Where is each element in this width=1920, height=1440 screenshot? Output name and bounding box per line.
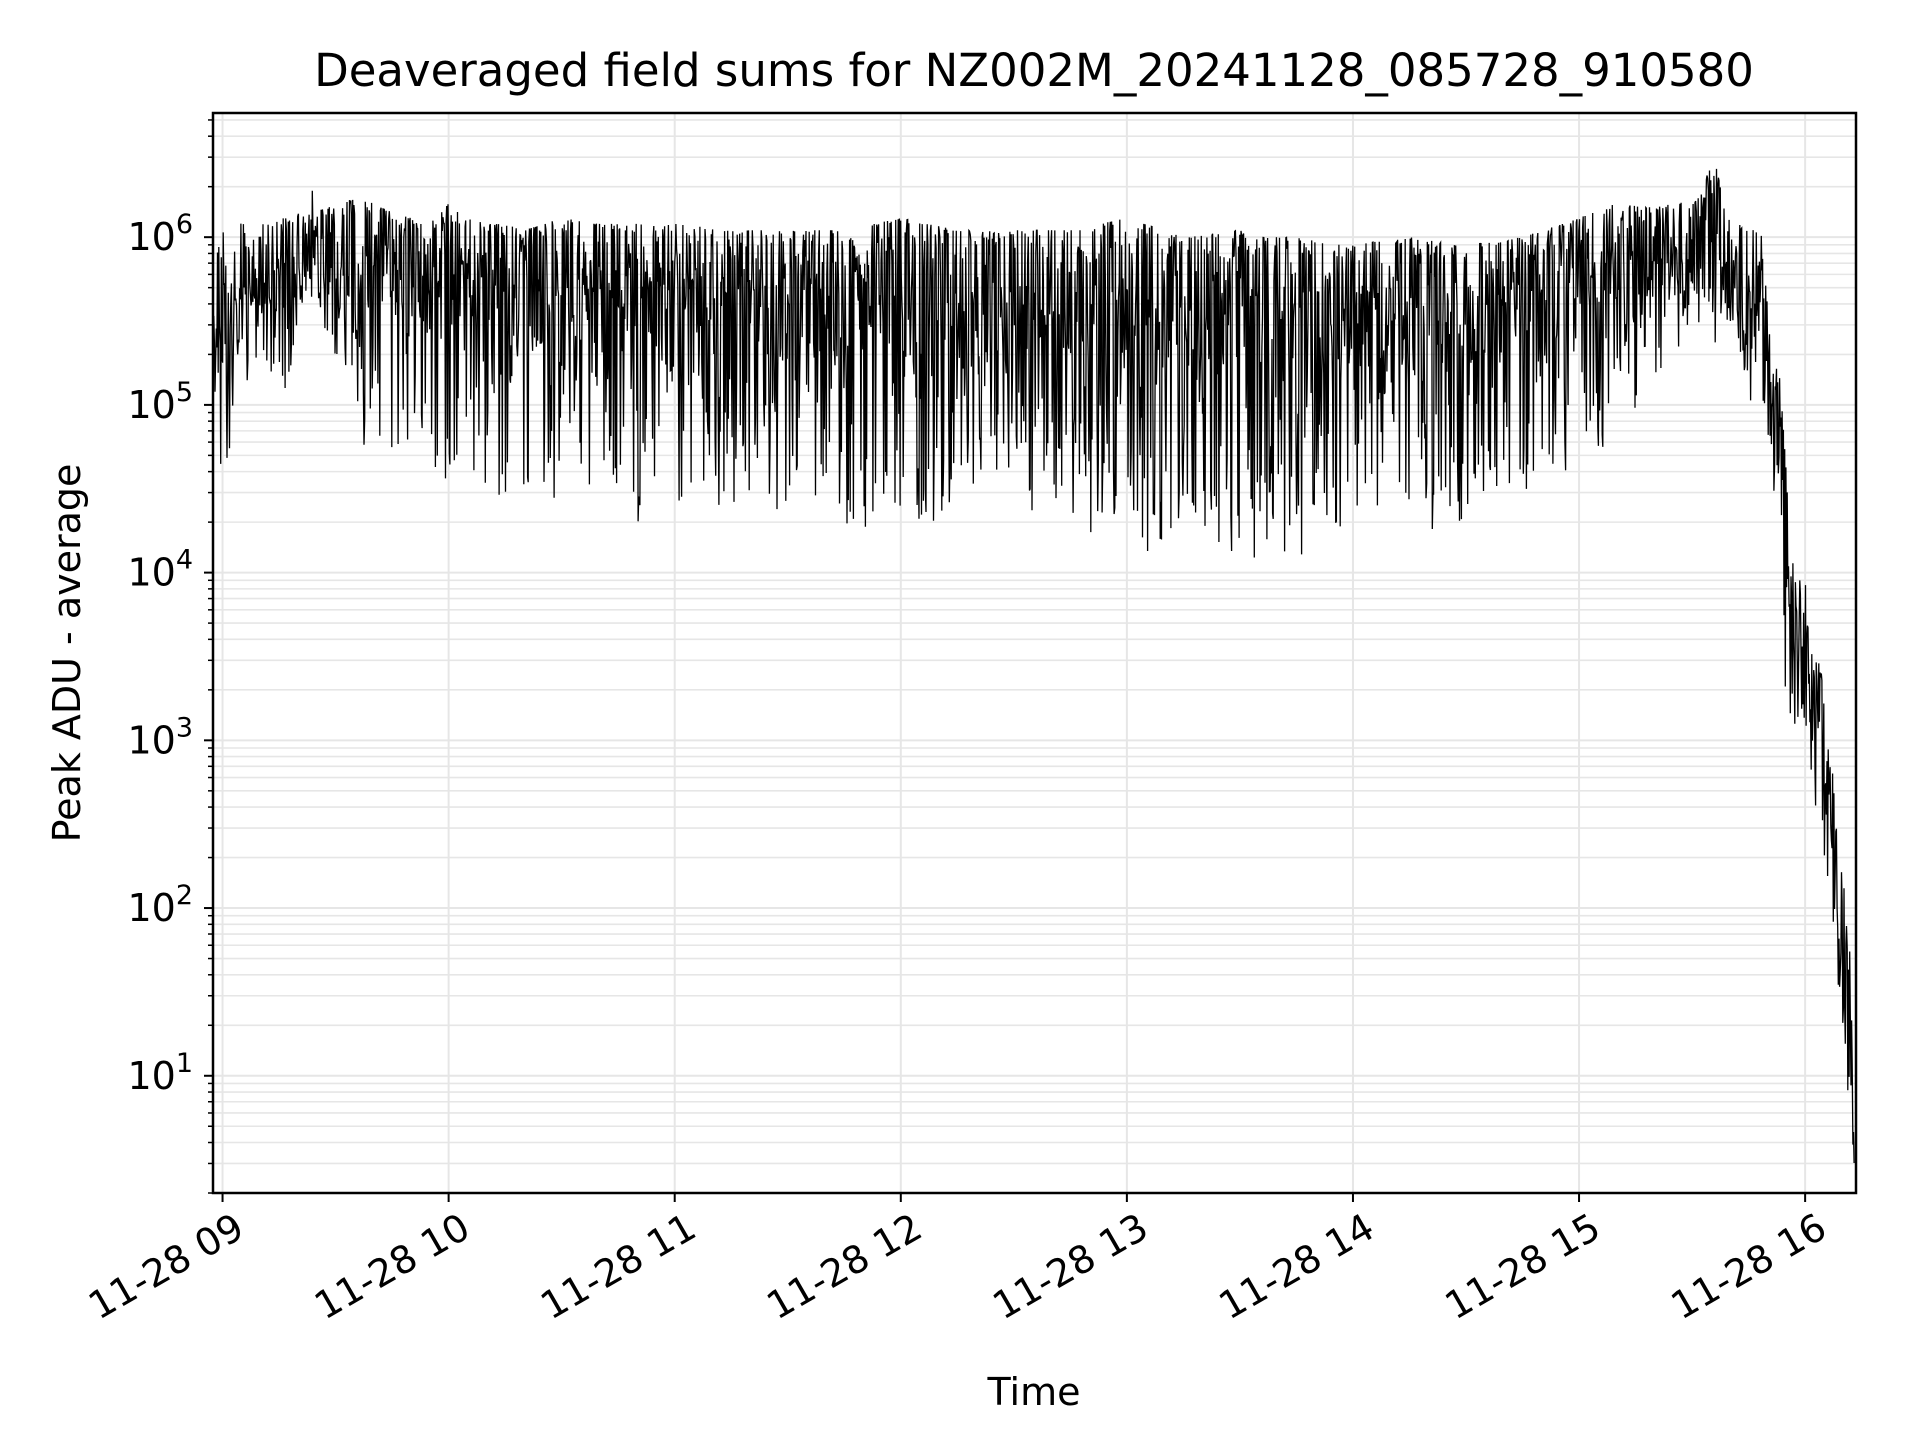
y-tick-label: 103 xyxy=(127,712,193,762)
y-tick-label: 106 xyxy=(127,209,193,259)
x-axis-label: Time xyxy=(987,1370,1081,1414)
plot-frame xyxy=(211,111,1858,1195)
series-layer xyxy=(212,168,1855,1164)
y-axis-label: Peak ADU - average xyxy=(45,464,89,843)
chart-title: Deaveraged field sums for NZ002M_2024112… xyxy=(314,44,1754,97)
y-tick-label: 104 xyxy=(127,545,193,595)
y-tick-label: 102 xyxy=(127,880,193,930)
y-tick-label: 101 xyxy=(127,1048,193,1098)
y-tick-label: 105 xyxy=(127,377,193,427)
data-series-line xyxy=(212,168,1855,1164)
